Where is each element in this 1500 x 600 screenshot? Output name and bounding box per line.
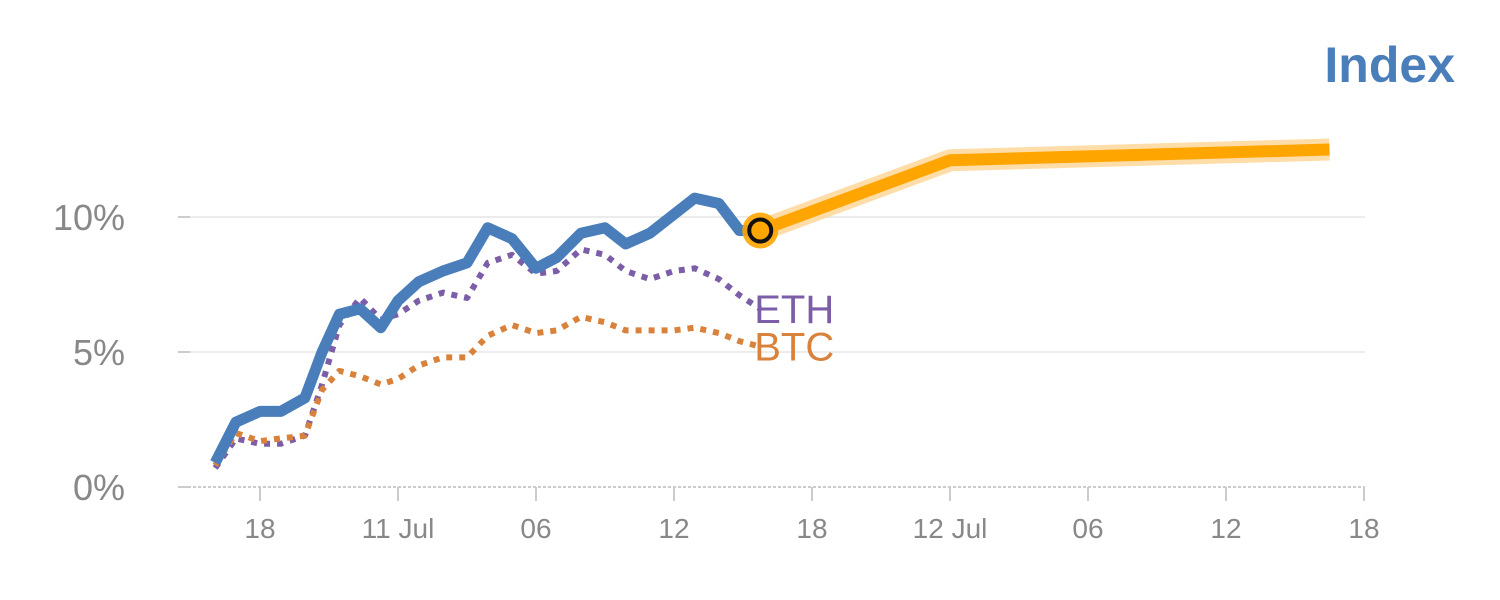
projection-line [758, 143, 1330, 237]
series-label-eth: ETH [754, 288, 834, 332]
axes: 0% 5% 10% 18 11 Jul 06 12 18 12 Jul 06 12 18 [53, 197, 1380, 544]
x-tick-label: 18 [1348, 513, 1379, 544]
series-line-btc [212, 313, 762, 468]
series-line-eth [212, 246, 762, 470]
x-tick-label: 06 [520, 513, 551, 544]
x-tick-label: 12 [658, 513, 689, 544]
y-tick-label: 0% [73, 467, 125, 508]
series-label-btc: BTC [754, 326, 834, 370]
y-tick-label: 10% [53, 197, 125, 238]
x-tick-label: 18 [796, 513, 827, 544]
x-tick-label: 11 Jul [362, 513, 435, 544]
series-line-index [210, 192, 761, 466]
y-tick-label: 5% [73, 332, 125, 373]
current-point-marker [747, 217, 774, 244]
x-tick-label: 12 Jul [913, 513, 988, 544]
series [210, 138, 1330, 470]
chart-title: Index [1324, 37, 1455, 93]
x-tick-label: 12 [1210, 513, 1241, 544]
x-tick-label: 06 [1072, 513, 1103, 544]
x-tick-label: 18 [244, 513, 275, 544]
